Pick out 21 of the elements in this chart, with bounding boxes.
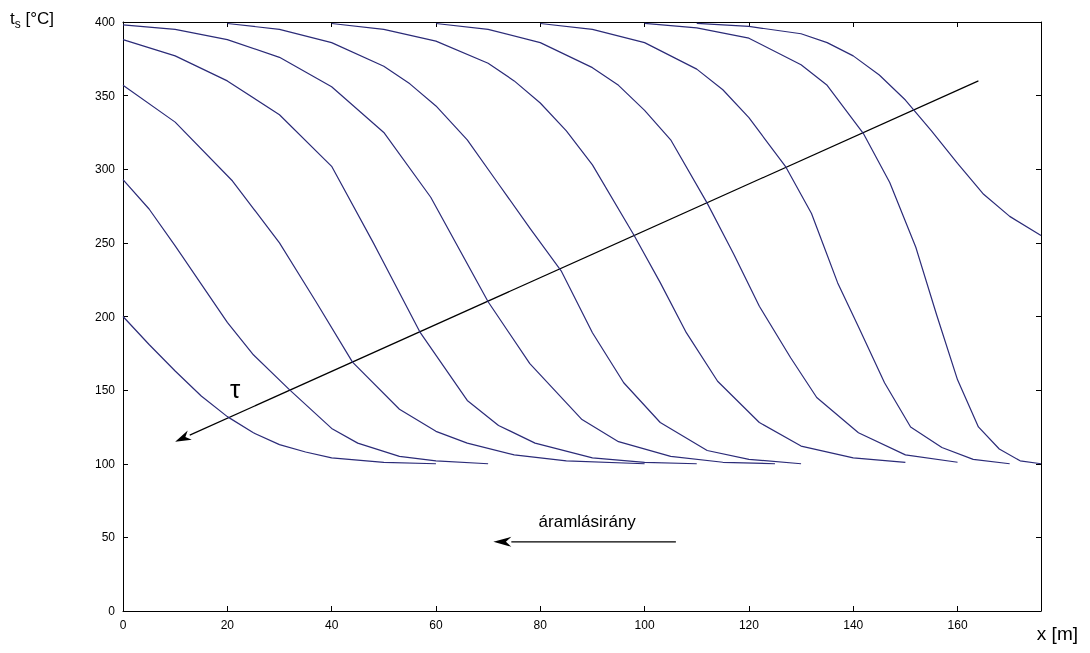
x-tick-label: 100 bbox=[634, 618, 655, 632]
y-tick-label: 50 bbox=[101, 530, 116, 545]
y-tick-label: 250 bbox=[94, 235, 116, 250]
y-tick-label: 100 bbox=[94, 456, 116, 471]
x-tick-label: 80 bbox=[533, 618, 548, 632]
x-tick-label: 60 bbox=[429, 618, 443, 632]
annotation: áramlásirány bbox=[538, 511, 637, 531]
y-tick-label: 150 bbox=[94, 383, 116, 398]
annotation: τ bbox=[230, 373, 241, 404]
x-tick-label: 0 bbox=[119, 618, 127, 632]
x-tick-label: 140 bbox=[843, 618, 864, 632]
y-tick-label: 350 bbox=[94, 88, 116, 103]
y-tick-label: 300 bbox=[94, 162, 116, 177]
x-axis-title: x [m] bbox=[1036, 623, 1079, 644]
x-tick-label: 120 bbox=[738, 618, 760, 632]
y-tick-label: 200 bbox=[94, 309, 116, 324]
y-tick-label: 0 bbox=[108, 604, 116, 618]
y-tick-label: 400 bbox=[94, 15, 116, 29]
x-tick-label: 160 bbox=[947, 618, 968, 632]
x-tick-label: 40 bbox=[324, 618, 339, 632]
x-tick-label: 20 bbox=[220, 618, 235, 632]
